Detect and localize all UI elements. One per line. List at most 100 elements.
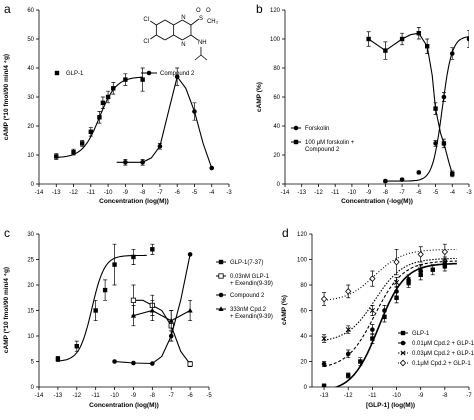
data-point — [150, 361, 155, 366]
data-point — [140, 77, 145, 82]
series-line — [116, 75, 213, 169]
data-point — [406, 277, 411, 283]
structure-atom: S — [199, 16, 203, 22]
series-2 — [116, 67, 215, 171]
legend-label: Compound 2 — [305, 147, 340, 153]
data-point — [168, 317, 174, 323]
x-axis-label: Concentration (log(M)) — [99, 198, 169, 205]
data-point — [418, 267, 424, 273]
series-line — [133, 309, 191, 322]
data-point — [150, 247, 155, 252]
y-tick-label: 120 — [297, 232, 308, 238]
legend-label: GLP-1 — [66, 71, 84, 77]
x-tick-label: -10 — [392, 393, 401, 399]
data-point — [157, 144, 163, 149]
data-point — [174, 74, 180, 79]
legend-marker — [218, 273, 224, 279]
data-point — [131, 254, 136, 260]
y-tick-label: 30 — [27, 232, 34, 238]
series-2 — [366, 27, 455, 178]
x-tick-label: -8 — [150, 393, 156, 399]
legend-label: GLP-1(7-37) — [230, 260, 263, 266]
data-point — [417, 251, 424, 258]
series-line — [323, 260, 457, 367]
plot-area — [366, 27, 469, 184]
y-tick-label: 100 — [297, 258, 308, 264]
data-point — [149, 307, 155, 313]
x-axis-label: [GLP-1] (log(M)) — [366, 402, 415, 409]
structure-bond — [190, 18, 200, 26]
structure-bond — [164, 19, 174, 26]
y-tick-label: 20 — [27, 283, 34, 289]
x-tick-label: -3 — [226, 190, 232, 196]
y-tick-label: 0 — [304, 385, 308, 391]
y-tick-label: 25 — [27, 258, 34, 264]
data-point — [382, 314, 387, 320]
series-1 — [383, 29, 469, 184]
data-point — [55, 356, 61, 362]
data-point — [187, 252, 193, 257]
x-tick-label: -14 — [35, 190, 44, 196]
x-tick-label: -7 — [169, 393, 175, 399]
data-point — [358, 359, 363, 364]
structure-atom: N — [181, 15, 185, 21]
y-tick-label: 0 — [31, 182, 35, 188]
legend-marker — [400, 350, 406, 356]
y-tick-label: 15 — [27, 309, 34, 315]
data-point — [192, 109, 197, 114]
legend-label: Forskolin — [305, 126, 329, 132]
legend-marker — [399, 359, 407, 367]
data-point — [383, 178, 388, 184]
data-point — [111, 86, 116, 91]
y-axis-label: cAMP (%) — [281, 295, 288, 325]
x-tick-label: -5 — [192, 190, 198, 196]
x-tick-label: -3 — [466, 190, 472, 196]
x-tick-label: -8 — [442, 393, 448, 399]
structure-atom: O — [196, 8, 201, 14]
structure-atom: NH — [198, 40, 207, 46]
x-tick-label: -11 — [368, 393, 377, 399]
legend-label: Compound 2 — [230, 293, 265, 299]
y-tick-label: 80 — [273, 66, 280, 72]
x-tick-label: -13 — [52, 190, 61, 196]
legend-marker — [293, 139, 299, 145]
x-axis-label: Concentration (-log(M)) — [341, 198, 413, 205]
structure-bond — [182, 19, 192, 26]
error-bar — [467, 29, 469, 49]
x-tick-label: -4 — [209, 190, 215, 196]
x-tick-label: -11 — [92, 393, 101, 399]
data-point — [370, 336, 375, 341]
x-tick-label: -10 — [110, 393, 119, 399]
x-tick-label: -6 — [187, 393, 193, 399]
panel-label: a — [4, 2, 11, 16]
plot-area — [54, 67, 215, 171]
structure-bond — [194, 54, 202, 61]
x-tick-label: -12 — [72, 393, 81, 399]
y-tick-label: 120 — [270, 8, 281, 14]
panel-a: a -14 -13 -12 -11 -10 -9 -8 -7 -6 -5 -4 -3 0 10 20 30 40 5… — [3, 2, 232, 205]
data-point — [130, 297, 137, 303]
structure-bond — [173, 19, 183, 26]
data-point — [370, 327, 375, 332]
series-4 — [130, 299, 193, 332]
y-tick-label: 20 — [27, 124, 34, 130]
data-point — [112, 359, 117, 364]
data-point — [394, 289, 399, 294]
y-tick-label: 10 — [27, 334, 34, 340]
data-point — [345, 351, 351, 357]
data-point — [79, 141, 85, 146]
data-point — [399, 36, 405, 42]
x-tick-label: -6 — [416, 190, 422, 196]
data-point — [345, 287, 352, 295]
x-tick-label: -13 — [320, 393, 329, 399]
legend-label: 0.1μM Cpd.2 + GLP-1 — [412, 361, 471, 367]
data-point — [88, 129, 94, 134]
panel-c: c -14 -13 -12 -11 -10 -9 -8 -7 -6 -5 0 5 10 15 20 25 30 Co… — [3, 226, 273, 409]
x-tick-label: -9 — [123, 190, 129, 196]
data-point — [382, 308, 387, 313]
data-point — [430, 267, 435, 272]
structure-atom: Cl — [143, 17, 149, 23]
legend-label: + Exendin(9-39) — [230, 281, 273, 287]
x-tick-label: -13 — [297, 190, 306, 196]
